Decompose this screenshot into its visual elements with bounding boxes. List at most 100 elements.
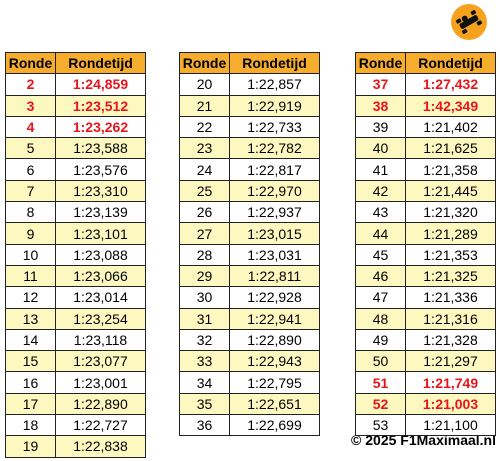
lap-row: 48 1:21,316 — [355, 307, 496, 330]
lap-row: 31 1:22,941 — [179, 307, 320, 330]
lap-number: 28 — [179, 243, 230, 266]
lap-time: 1:23,014 — [55, 286, 146, 309]
lap-number: 2 — [5, 73, 56, 96]
lap-row: 45 1:21,353 — [355, 243, 496, 266]
lap-number: 27 — [179, 222, 230, 245]
lap-row: 17 1:22,890 — [5, 392, 146, 416]
lap-row: 2 1:24,859 — [5, 73, 146, 96]
header-row: Ronde Rondetijd — [355, 51, 496, 75]
lap-number: 52 — [355, 392, 406, 416]
lap-row: 10 1:23,088 — [5, 243, 146, 266]
lap-time: 1:22,699 — [229, 414, 320, 437]
header-cell: Ronde — [179, 51, 230, 75]
lap-row: 4 1:23,262 — [5, 115, 146, 139]
lap-number: 43 — [355, 201, 406, 224]
lap-table: Ronde Rondetijd 2 1:24,859 3 1:23,512 4 1:23,26… — [5, 51, 146, 458]
lap-time: 1:21,325 — [405, 264, 496, 288]
lap-number: 37 — [355, 73, 406, 96]
lap-time: 1:22,795 — [229, 371, 320, 394]
lap-row: 46 1:21,325 — [355, 264, 496, 288]
copyright: © 2025 F1Maximaal.nl — [351, 432, 496, 448]
lap-time: 1:27,432 — [405, 73, 496, 96]
lap-number: 18 — [5, 414, 56, 437]
lap-number: 50 — [355, 350, 406, 373]
lap-row: 20 1:22,857 — [179, 73, 320, 96]
lap-row: 51 1:21,749 — [355, 371, 496, 394]
lap-row: 33 1:22,943 — [179, 350, 320, 373]
lap-row: 14 1:23,118 — [5, 328, 146, 352]
lap-row: 21 1:22,919 — [179, 94, 320, 117]
lap-number: 45 — [355, 243, 406, 266]
lap-time: 1:23,576 — [55, 158, 146, 181]
lap-number: 39 — [355, 115, 406, 139]
lap-number: 22 — [179, 115, 230, 139]
lap-number: 14 — [5, 328, 56, 352]
lap-row: 41 1:21,358 — [355, 158, 496, 181]
lap-row: 11 1:23,066 — [5, 264, 146, 288]
lap-row: 35 1:22,651 — [179, 392, 320, 416]
lap-number: 23 — [179, 137, 230, 160]
lap-time: 1:24,859 — [55, 73, 146, 96]
header-cell: Ronde — [5, 51, 56, 75]
lap-row: 47 1:21,336 — [355, 286, 496, 309]
lap-time: 1:21,100 — [405, 414, 496, 437]
lap-number: 30 — [179, 286, 230, 309]
lap-row: 43 1:21,320 — [355, 201, 496, 224]
lap-time: 1:21,328 — [405, 328, 496, 352]
lap-number: 10 — [5, 243, 56, 266]
lap-number: 7 — [5, 179, 56, 203]
lap-time: 1:21,289 — [405, 222, 496, 245]
lap-time: 1:21,358 — [405, 158, 496, 181]
lap-number: 29 — [179, 264, 230, 288]
lap-number: 16 — [5, 371, 56, 394]
lap-row: 52 1:21,003 — [355, 392, 496, 416]
header-cell: Rondetijd — [405, 51, 496, 75]
lap-time: 1:23,015 — [229, 222, 320, 245]
lap-row: 19 1:22,838 — [5, 435, 146, 458]
lap-number: 17 — [5, 392, 56, 416]
lap-time: 1:21,402 — [405, 115, 496, 139]
lap-number: 9 — [5, 222, 56, 245]
lap-time: 1:21,003 — [405, 392, 496, 416]
lap-number: 51 — [355, 371, 406, 394]
lap-time: 1:23,512 — [55, 94, 146, 117]
lap-row: 12 1:23,014 — [5, 286, 146, 309]
lap-number: 31 — [179, 307, 230, 330]
lap-number: 40 — [355, 137, 406, 160]
lap-number: 35 — [179, 392, 230, 416]
lap-row: 5 1:23,588 — [5, 137, 146, 160]
lap-time: 1:22,943 — [229, 350, 320, 373]
lap-number: 24 — [179, 158, 230, 181]
lap-time: 1:21,320 — [405, 201, 496, 224]
lap-time: 1:21,625 — [405, 137, 496, 160]
lap-number: 11 — [5, 264, 56, 288]
lap-number: 20 — [179, 73, 230, 96]
lap-time: 1:21,749 — [405, 371, 496, 394]
lap-row: 29 1:22,811 — [179, 264, 320, 288]
lap-number: 13 — [5, 307, 56, 330]
lap-number: 21 — [179, 94, 230, 117]
lap-number: 38 — [355, 94, 406, 117]
lap-row: 26 1:22,937 — [179, 201, 320, 224]
lap-number: 33 — [179, 350, 230, 373]
lap-time: 1:22,890 — [229, 328, 320, 352]
lap-number: 15 — [5, 350, 56, 373]
lap-time: 1:21,316 — [405, 307, 496, 330]
lap-number: 36 — [179, 414, 230, 437]
header-cell: Rondetijd — [229, 51, 320, 75]
lap-row: 8 1:23,139 — [5, 201, 146, 224]
lap-time: 1:21,336 — [405, 286, 496, 309]
lap-number: 12 — [5, 286, 56, 309]
lap-row: 42 1:21,445 — [355, 179, 496, 203]
lap-time: 1:21,445 — [405, 179, 496, 203]
lap-time: 1:22,928 — [229, 286, 320, 309]
lap-number: 25 — [179, 179, 230, 203]
lap-time: 1:23,066 — [55, 264, 146, 288]
lap-row: 50 1:21,297 — [355, 350, 496, 373]
lap-time: 1:21,297 — [405, 350, 496, 373]
lap-time: 1:23,588 — [55, 137, 146, 160]
lap-table: Ronde Rondetijd 37 1:27,432 38 1:42,349 39 1:21… — [355, 51, 496, 437]
lap-row: 23 1:22,782 — [179, 137, 320, 160]
header-row: Ronde Rondetijd — [179, 51, 320, 75]
